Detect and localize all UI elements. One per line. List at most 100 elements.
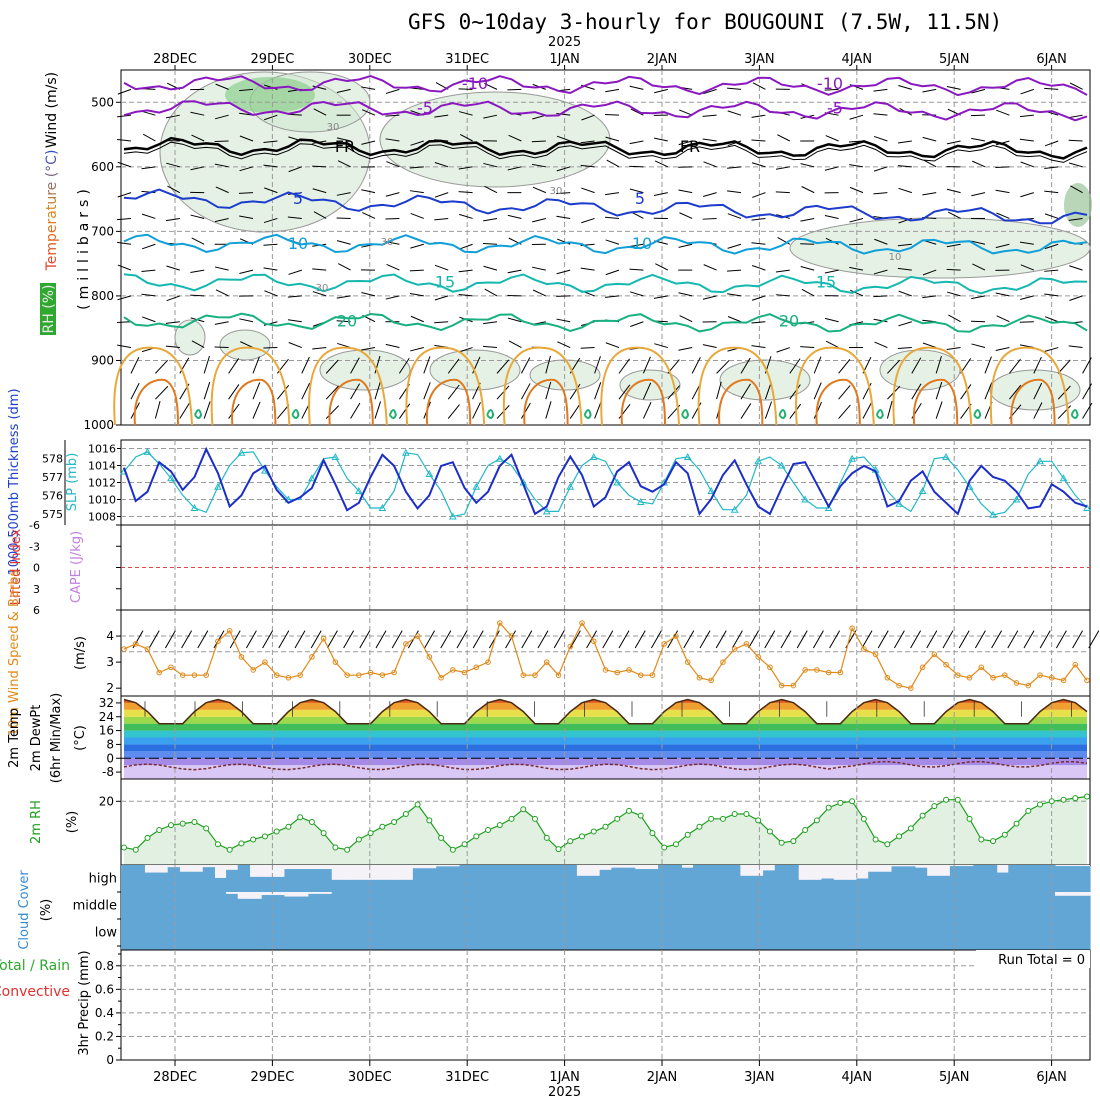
wind-barb bbox=[650, 630, 662, 649]
wind-barb bbox=[190, 294, 205, 297]
rh-marker bbox=[1072, 795, 1079, 802]
cloud-bar bbox=[821, 878, 834, 892]
rh-marker bbox=[943, 796, 950, 803]
boundary-contour bbox=[308, 346, 388, 426]
wind-barb bbox=[361, 292, 376, 297]
cloud-bar bbox=[307, 919, 321, 950]
wind-barb bbox=[586, 630, 598, 649]
cloud-bar bbox=[763, 870, 776, 892]
wind-barb bbox=[521, 630, 533, 649]
wind-barb bbox=[971, 343, 986, 349]
wind-barb bbox=[410, 243, 424, 249]
slp-marker bbox=[613, 478, 622, 486]
wind-barb bbox=[214, 114, 229, 120]
boundary-contour bbox=[133, 378, 179, 426]
cloud-bar bbox=[821, 892, 834, 919]
rh-marker bbox=[743, 811, 750, 818]
wind-barb bbox=[310, 630, 322, 649]
rh-marker bbox=[203, 825, 210, 832]
cloud-bar bbox=[833, 892, 846, 919]
wind-barb bbox=[946, 140, 961, 145]
cloud-bar bbox=[1054, 892, 1068, 919]
wind-barb bbox=[922, 269, 937, 276]
rh-marker bbox=[273, 828, 280, 835]
rh-marker bbox=[508, 815, 515, 822]
slp-marker bbox=[143, 447, 152, 455]
wind-barb bbox=[263, 140, 278, 143]
rh-contour-label: 30 bbox=[327, 122, 340, 133]
wind-speed-marker bbox=[696, 674, 703, 681]
boundary-contour bbox=[210, 346, 291, 426]
cloud-bar bbox=[401, 892, 414, 919]
cloud-bar bbox=[377, 919, 391, 950]
wind-barb bbox=[262, 630, 274, 649]
cloud-bar bbox=[786, 919, 799, 950]
wind-speed-marker bbox=[1084, 677, 1090, 684]
cloud-bar bbox=[541, 892, 554, 919]
rh-axis-label: RH (%) bbox=[41, 285, 57, 334]
panel-frame bbox=[120, 949, 1091, 1061]
panel-2m-rh: 20 2m RH (%) bbox=[29, 778, 1091, 866]
cloud-bar bbox=[272, 876, 286, 892]
cloud-gap bbox=[284, 892, 297, 897]
wind-barb bbox=[873, 269, 888, 275]
slp-marker bbox=[402, 448, 410, 456]
contour-label: -10 bbox=[817, 74, 843, 93]
wind-barb bbox=[148, 630, 160, 649]
cloud-bar bbox=[179, 892, 192, 919]
wind-barb bbox=[423, 356, 431, 374]
cloud-bar bbox=[984, 892, 998, 919]
cloud-bar bbox=[879, 892, 893, 919]
wind-barb bbox=[434, 192, 449, 198]
cloud-bar bbox=[121, 892, 134, 919]
year-label-top: 2025 bbox=[548, 35, 581, 50]
wind-barb bbox=[191, 134, 205, 142]
wind-speed-marker bbox=[520, 672, 527, 678]
wind-barb bbox=[165, 345, 180, 349]
cloud-bar bbox=[436, 892, 449, 919]
cloud-bar bbox=[1078, 919, 1091, 950]
wind-barb bbox=[971, 137, 986, 142]
rh-marker bbox=[931, 803, 938, 810]
rh-marker bbox=[919, 812, 926, 819]
wind-barb bbox=[336, 137, 351, 142]
wind-barb bbox=[483, 345, 498, 349]
cloud-bar bbox=[576, 892, 589, 919]
wind-barb bbox=[581, 187, 595, 194]
y-tick-label: 8 bbox=[106, 737, 114, 751]
wind-barb bbox=[191, 237, 205, 245]
cloud-bar bbox=[506, 892, 519, 919]
wind-barb bbox=[751, 217, 766, 221]
cloud-bar bbox=[202, 867, 215, 892]
wind-barb bbox=[141, 213, 156, 219]
cloud-bar bbox=[331, 919, 344, 950]
wind-barb bbox=[343, 630, 355, 649]
wind-barb bbox=[507, 317, 522, 323]
wind-barb bbox=[824, 269, 839, 274]
wind-barb bbox=[165, 321, 180, 324]
wind-barb bbox=[838, 359, 851, 374]
cloud-bar bbox=[833, 919, 846, 950]
wind-barb bbox=[1068, 139, 1083, 142]
thickness-line bbox=[123, 446, 1088, 517]
wind-barb bbox=[338, 263, 351, 271]
y-tick-label: 0 bbox=[106, 1053, 114, 1067]
wind-barb bbox=[824, 317, 839, 323]
temp-unit-label: (°C) bbox=[73, 725, 88, 751]
wind-barb bbox=[350, 402, 361, 419]
wind-barb bbox=[142, 133, 156, 142]
wind-barb bbox=[984, 382, 993, 400]
cloud-bar bbox=[331, 879, 344, 892]
cloud-bar bbox=[237, 919, 251, 950]
wind-barb bbox=[861, 630, 873, 649]
temperature-band bbox=[124, 751, 1087, 759]
wind-barb bbox=[727, 140, 742, 147]
wind-barb bbox=[813, 382, 822, 400]
cloud-bar bbox=[611, 919, 624, 950]
wind-barb bbox=[361, 347, 376, 351]
wind-barb bbox=[824, 88, 839, 91]
wind-barb bbox=[825, 340, 839, 348]
cloud-bar bbox=[191, 892, 204, 919]
cloud-bar bbox=[1054, 919, 1068, 950]
temperature-band bbox=[124, 699, 1087, 703]
